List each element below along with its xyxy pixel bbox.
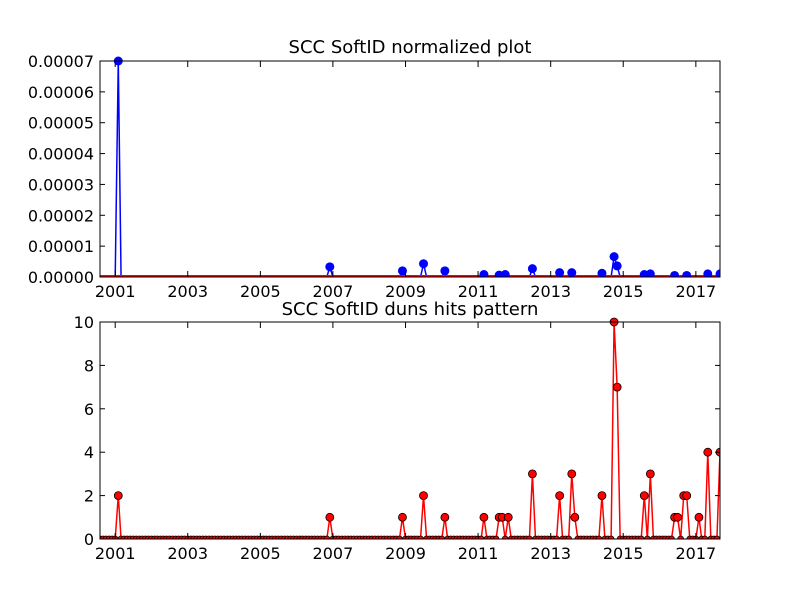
data-point xyxy=(570,512,580,522)
series-line xyxy=(100,321,720,539)
x-tick-label: 2001 xyxy=(95,282,136,301)
data-point xyxy=(323,535,331,539)
chart-title: SCC SoftID duns hits pattern xyxy=(282,299,539,320)
data-point xyxy=(670,270,680,277)
data-point xyxy=(567,469,577,479)
data-point xyxy=(397,266,407,276)
data-point xyxy=(643,535,651,539)
y-tick-label: 2 xyxy=(84,487,94,506)
x-tick-label: 2001 xyxy=(95,544,136,563)
data-point xyxy=(479,512,489,522)
data-point xyxy=(396,535,403,539)
data-point xyxy=(555,491,565,501)
y-tick-label: 0.00006 xyxy=(28,83,94,102)
data-point xyxy=(440,512,450,522)
x-tick-label: 2005 xyxy=(240,282,281,301)
data-point xyxy=(567,268,577,277)
plot-frame xyxy=(99,321,721,540)
x-tick-label: 2011 xyxy=(458,282,499,301)
x-tick-label: 2007 xyxy=(313,282,354,301)
data-point xyxy=(597,268,607,277)
y-tick-label: 0.00004 xyxy=(28,145,94,164)
axes: 0 2 4 6 8 10 2001 2003 2005 2007 2009 2011 2013 2015 2… xyxy=(74,313,721,563)
data-point xyxy=(609,252,619,262)
y-tick-label: 0.00007 xyxy=(28,52,94,71)
plot-frame xyxy=(99,60,721,278)
x-tick-label: 2003 xyxy=(167,544,208,563)
data-point xyxy=(645,469,655,479)
x-tick-label: 2011 xyxy=(458,544,499,563)
data-point xyxy=(713,535,720,539)
x-tick-label: 2003 xyxy=(167,282,208,301)
y-tick-label: 0 xyxy=(84,530,94,549)
y-tick-label: 0.00005 xyxy=(28,114,94,133)
data-point xyxy=(694,512,704,522)
data-point xyxy=(553,535,560,539)
data-point xyxy=(668,535,675,539)
data-point xyxy=(325,262,335,272)
data-point xyxy=(440,266,450,276)
data-point xyxy=(555,268,565,277)
chart-title: SCC SoftID normalized plot xyxy=(289,37,532,58)
y-tick-label: 8 xyxy=(84,356,94,375)
y-tick-label: 0.00002 xyxy=(28,206,94,225)
x-tick-label: 2013 xyxy=(530,544,571,563)
duns-hits-plot: SCC SoftID duns hits pattern 0 2 4 6 8 10 2001… xyxy=(74,299,721,563)
data-point xyxy=(398,512,407,522)
data-point xyxy=(595,535,603,539)
data-point xyxy=(637,535,645,539)
data-point xyxy=(612,261,622,271)
data-point xyxy=(703,447,713,457)
y-tick-label: 0.00001 xyxy=(28,237,94,256)
x-tick-label: 2007 xyxy=(313,544,354,563)
x-tick-label: 2017 xyxy=(675,544,716,563)
data-point xyxy=(113,491,123,501)
data-point xyxy=(677,535,685,539)
data-point xyxy=(419,259,429,269)
data-point xyxy=(597,491,607,501)
data-point xyxy=(526,535,533,539)
x-tick-label: 2005 xyxy=(240,544,281,563)
axes: 0.00000 0.00001 0.00002 0.00003 0.00004 0.000… xyxy=(28,52,721,301)
y-tick-label: 10 xyxy=(74,313,94,332)
y-tick-label: 4 xyxy=(84,443,94,462)
data-point xyxy=(479,270,489,277)
x-tick-label: 2015 xyxy=(603,544,644,563)
data-point xyxy=(500,270,510,277)
x-tick-label: 2009 xyxy=(385,544,426,563)
data-point xyxy=(612,382,622,392)
data-point xyxy=(673,512,682,522)
data-point xyxy=(419,491,428,501)
data-point xyxy=(477,535,485,539)
data-point xyxy=(501,535,509,539)
data-point xyxy=(528,469,537,479)
x-tick-label: 2013 xyxy=(530,282,571,301)
data-point xyxy=(701,535,709,539)
y-tick-label: 0.00003 xyxy=(28,175,94,194)
data-point xyxy=(645,269,655,277)
x-tick-label: 2017 xyxy=(675,282,716,301)
y-tick-label: 6 xyxy=(84,400,94,419)
data-point xyxy=(703,269,713,277)
x-tick-label: 2009 xyxy=(385,282,426,301)
x-tick-label: 2015 xyxy=(603,282,644,301)
series-group xyxy=(100,317,720,539)
data-point xyxy=(438,535,446,539)
data-point xyxy=(715,269,720,277)
data-point xyxy=(682,491,692,501)
data-point xyxy=(565,535,573,539)
data-point xyxy=(607,535,615,539)
data-point xyxy=(492,535,500,539)
data-point xyxy=(325,512,335,522)
data-point xyxy=(639,491,649,501)
data-point xyxy=(527,264,537,274)
data-point xyxy=(682,270,692,277)
y-tick-label: 0.00000 xyxy=(28,268,94,287)
normalized-plot: SCC SoftID normalized plot 0.000000.0000… xyxy=(28,37,721,301)
data-point xyxy=(417,535,424,539)
data-point xyxy=(503,512,513,522)
